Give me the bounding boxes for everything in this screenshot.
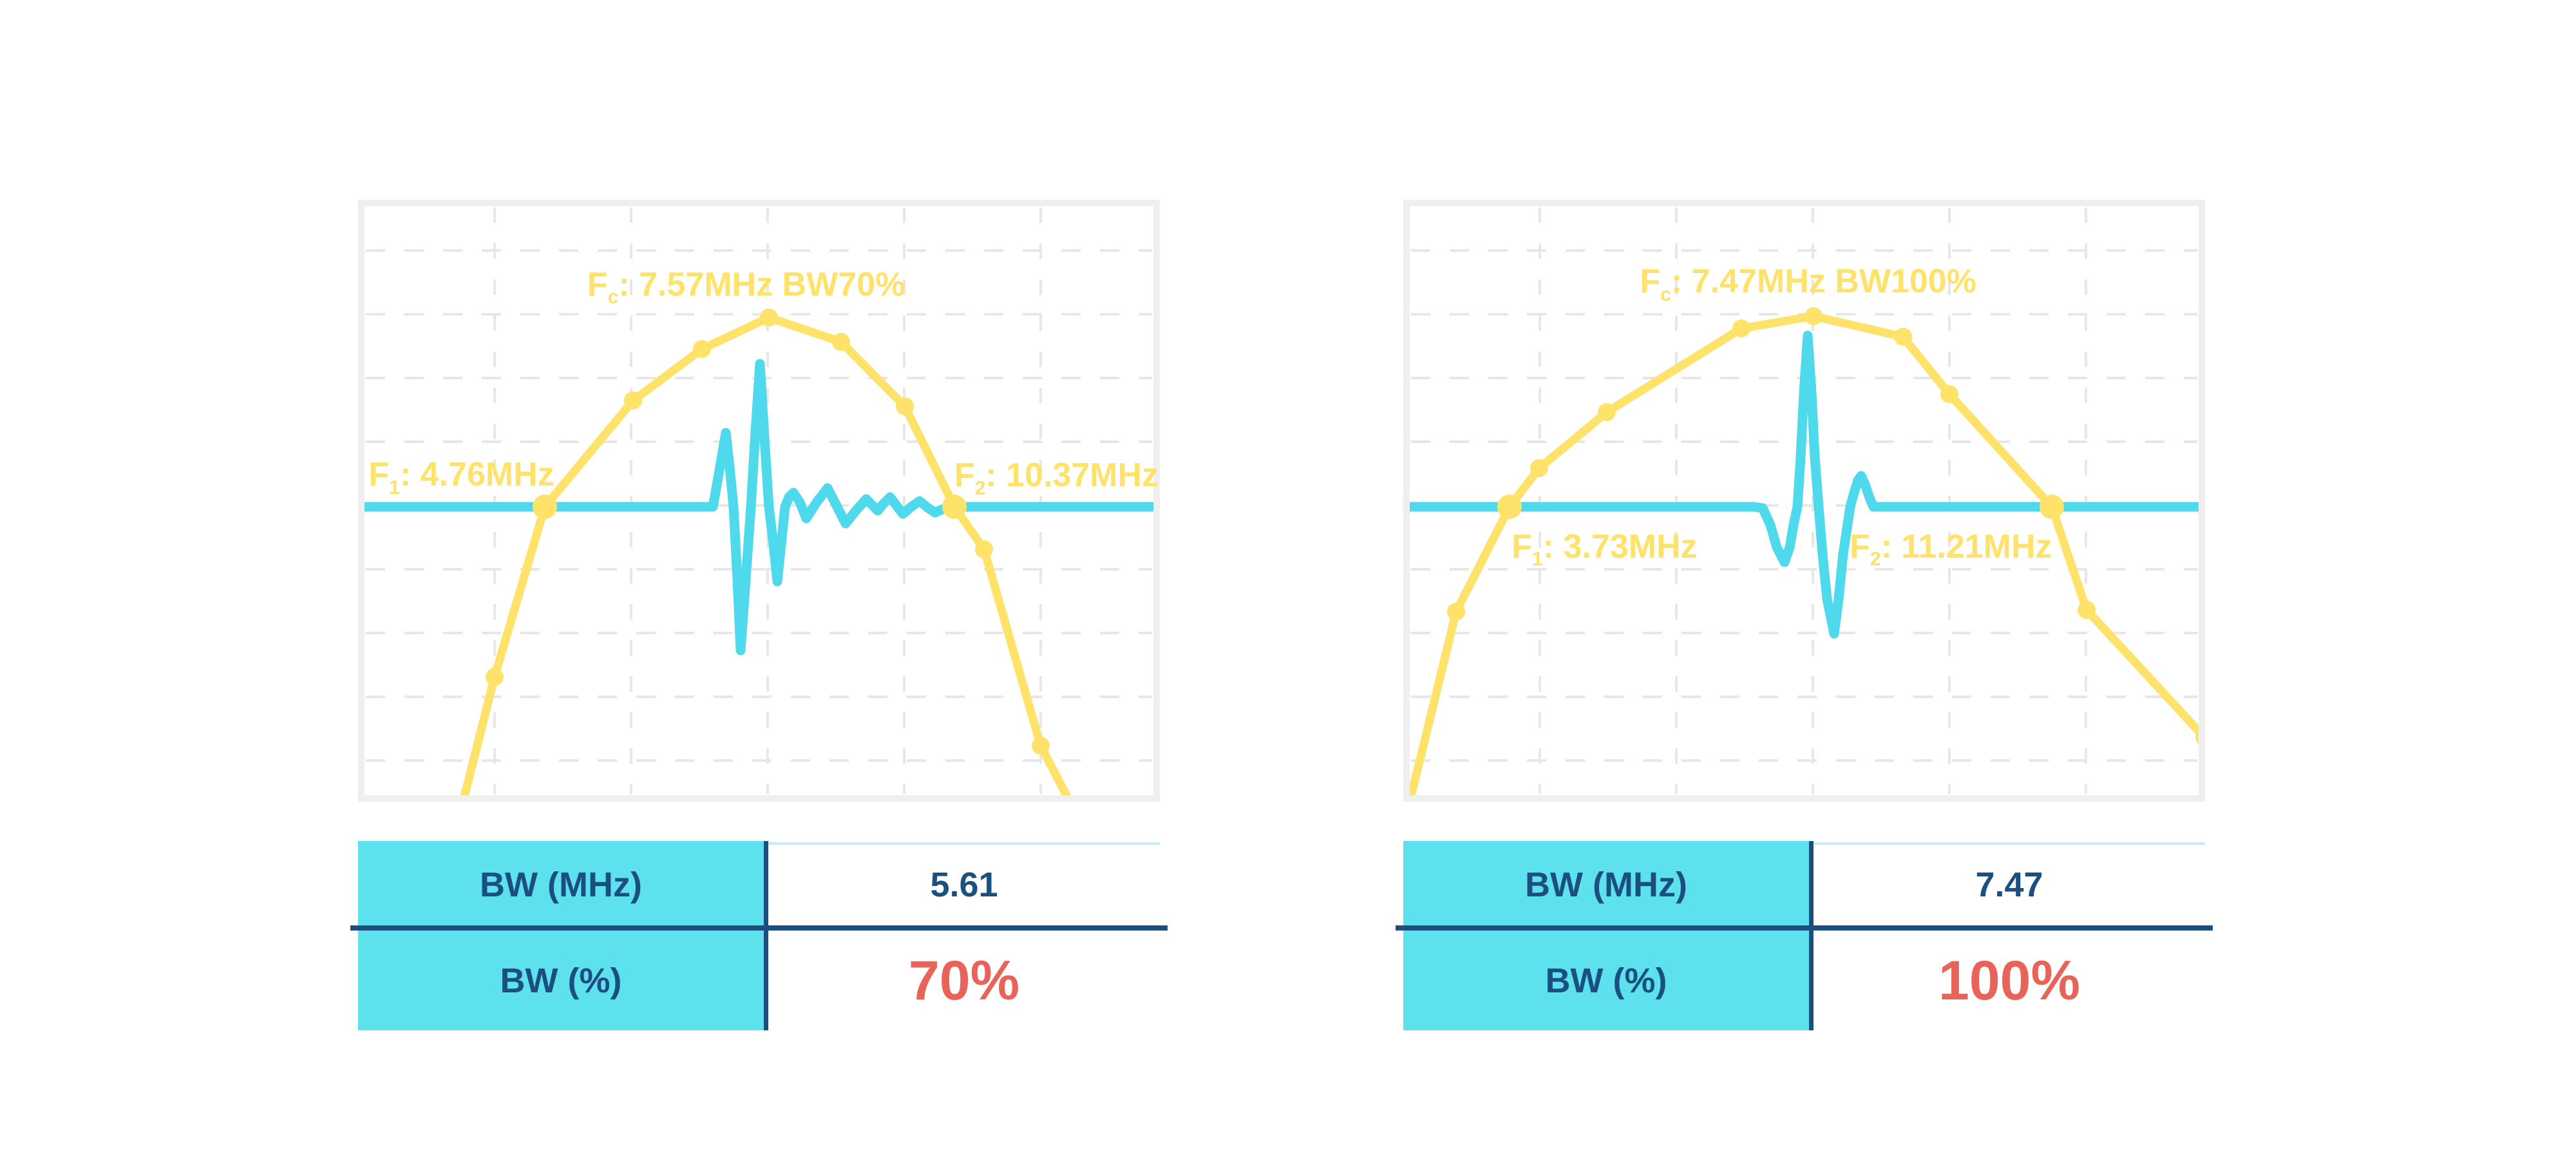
spectrum-data-point-marker — [1530, 459, 1548, 477]
bw-pct-value: 100% — [1938, 949, 2080, 1012]
table-column-divider-line — [764, 841, 768, 1030]
spectrum-crossing-marker — [2040, 495, 2064, 519]
table-row-separator-line — [1396, 925, 2213, 931]
table-header-column — [358, 841, 764, 1030]
f2-subscript: 2 — [974, 477, 986, 499]
f2-symbol: F — [954, 457, 975, 495]
fc-annotation: Fc: 7.47MHz BW100% — [1640, 263, 1976, 304]
chart-frame — [1403, 200, 2205, 802]
bw-pct-label: BW (%) — [1545, 961, 1667, 1000]
fc-annotation: Fc: 7.57MHz BW70% — [587, 265, 905, 307]
spectrum-data-point-marker — [1447, 603, 1465, 621]
spectrum-data-point-marker — [975, 540, 993, 558]
fc-subscript: c — [607, 287, 619, 308]
fc-symbol: F — [1640, 263, 1661, 301]
f2-value-text: : 10.37MHz — [985, 457, 1159, 495]
f1-symbol: F — [1511, 527, 1533, 565]
chart-frame — [358, 200, 1160, 802]
spectrum-data-point-marker — [1732, 319, 1750, 337]
bw-mhz-value: 7.47 — [1975, 865, 2043, 904]
f1-subscript: 1 — [389, 477, 400, 498]
spectrum-data-point-marker — [693, 340, 711, 358]
fc-value-text: : 7.57MHz BW70% — [618, 265, 905, 303]
spectrum-data-point-marker — [760, 308, 778, 326]
bw-pct-label: BW (%) — [500, 961, 622, 1000]
pulse-curve — [358, 359, 1160, 656]
spectrum-data-point-marker — [896, 397, 914, 415]
spectrum-data-point-marker — [1598, 403, 1616, 421]
table-column-divider-line — [1809, 841, 1814, 1030]
spectrum-data-point-marker — [1804, 307, 1823, 325]
f2-symbol: F — [1850, 527, 1870, 565]
bw-pct-value: 70% — [908, 949, 1020, 1012]
spectrum-data-point-marker — [1032, 737, 1050, 755]
spectrum-data-point-marker — [624, 392, 642, 410]
f1-annotation: F1: 4.76MHz — [368, 456, 554, 497]
chart-plot-area-70pct — [358, 200, 1160, 802]
spectrum-data-point-marker — [1940, 385, 1958, 403]
bandwidth-chart-70pct: Fc: 7.57MHz BW70% F1: 4.76MHz F2: 10.37M… — [358, 200, 1160, 802]
spectrum-crossing-marker — [942, 495, 967, 519]
fc-symbol: F — [587, 265, 608, 303]
f2-annotation: F2: 11.21MHz — [1850, 527, 2052, 569]
f1-annotation: F1: 3.73MHz — [1511, 527, 1698, 569]
spectrum-curve — [1405, 312, 2205, 802]
spectrum-data-point-marker — [486, 668, 504, 686]
f2-annotation: F2: 10.37MHz — [954, 457, 1159, 498]
spectrum-crossing-marker — [1497, 495, 1522, 519]
bw-mhz-value: 5.61 — [930, 865, 998, 904]
spectrum-data-point-marker — [2078, 601, 2096, 619]
table-row-separator-line — [350, 925, 1168, 931]
table-header-column — [1403, 841, 1809, 1030]
pulse-curve — [1403, 330, 2205, 639]
bandwidth-chart-100pct: Fc: 7.47MHz BW100% F1: 3.73MHz F2: 11.21… — [1403, 200, 2205, 802]
fc-value-text: : 7.47MHz BW100% — [1671, 263, 1976, 301]
bandwidth-table-100pct: BW (MHz) 7.47 BW (%) 100% — [1396, 841, 2213, 1030]
spectrum-crossing-marker — [533, 495, 557, 519]
chart-plot-area-100pct — [1403, 200, 2205, 802]
bandwidth-table-70pct: BW (MHz) 5.61 BW (%) 70% — [350, 841, 1168, 1030]
spectrum-curve — [459, 313, 1074, 802]
bw-mhz-label: BW (MHz) — [480, 865, 642, 904]
spectrum-data-point-marker — [1894, 328, 1912, 346]
bw-mhz-label: BW (MHz) — [1525, 865, 1687, 904]
spectrum-data-point-marker — [832, 333, 850, 351]
f1-subscript: 1 — [1532, 549, 1543, 571]
f1-symbol: F — [368, 456, 390, 494]
table-top-accent-line — [764, 842, 1160, 845]
fc-subscript: c — [1660, 283, 1672, 305]
f2-subscript: 2 — [1870, 549, 1881, 571]
f1-value-text: : 3.73MHz — [1542, 527, 1698, 565]
f2-value-text: : 11.21MHz — [1880, 527, 2052, 565]
table-top-accent-line — [1809, 842, 2205, 845]
f1-value-text: : 4.76MHz — [399, 456, 554, 494]
